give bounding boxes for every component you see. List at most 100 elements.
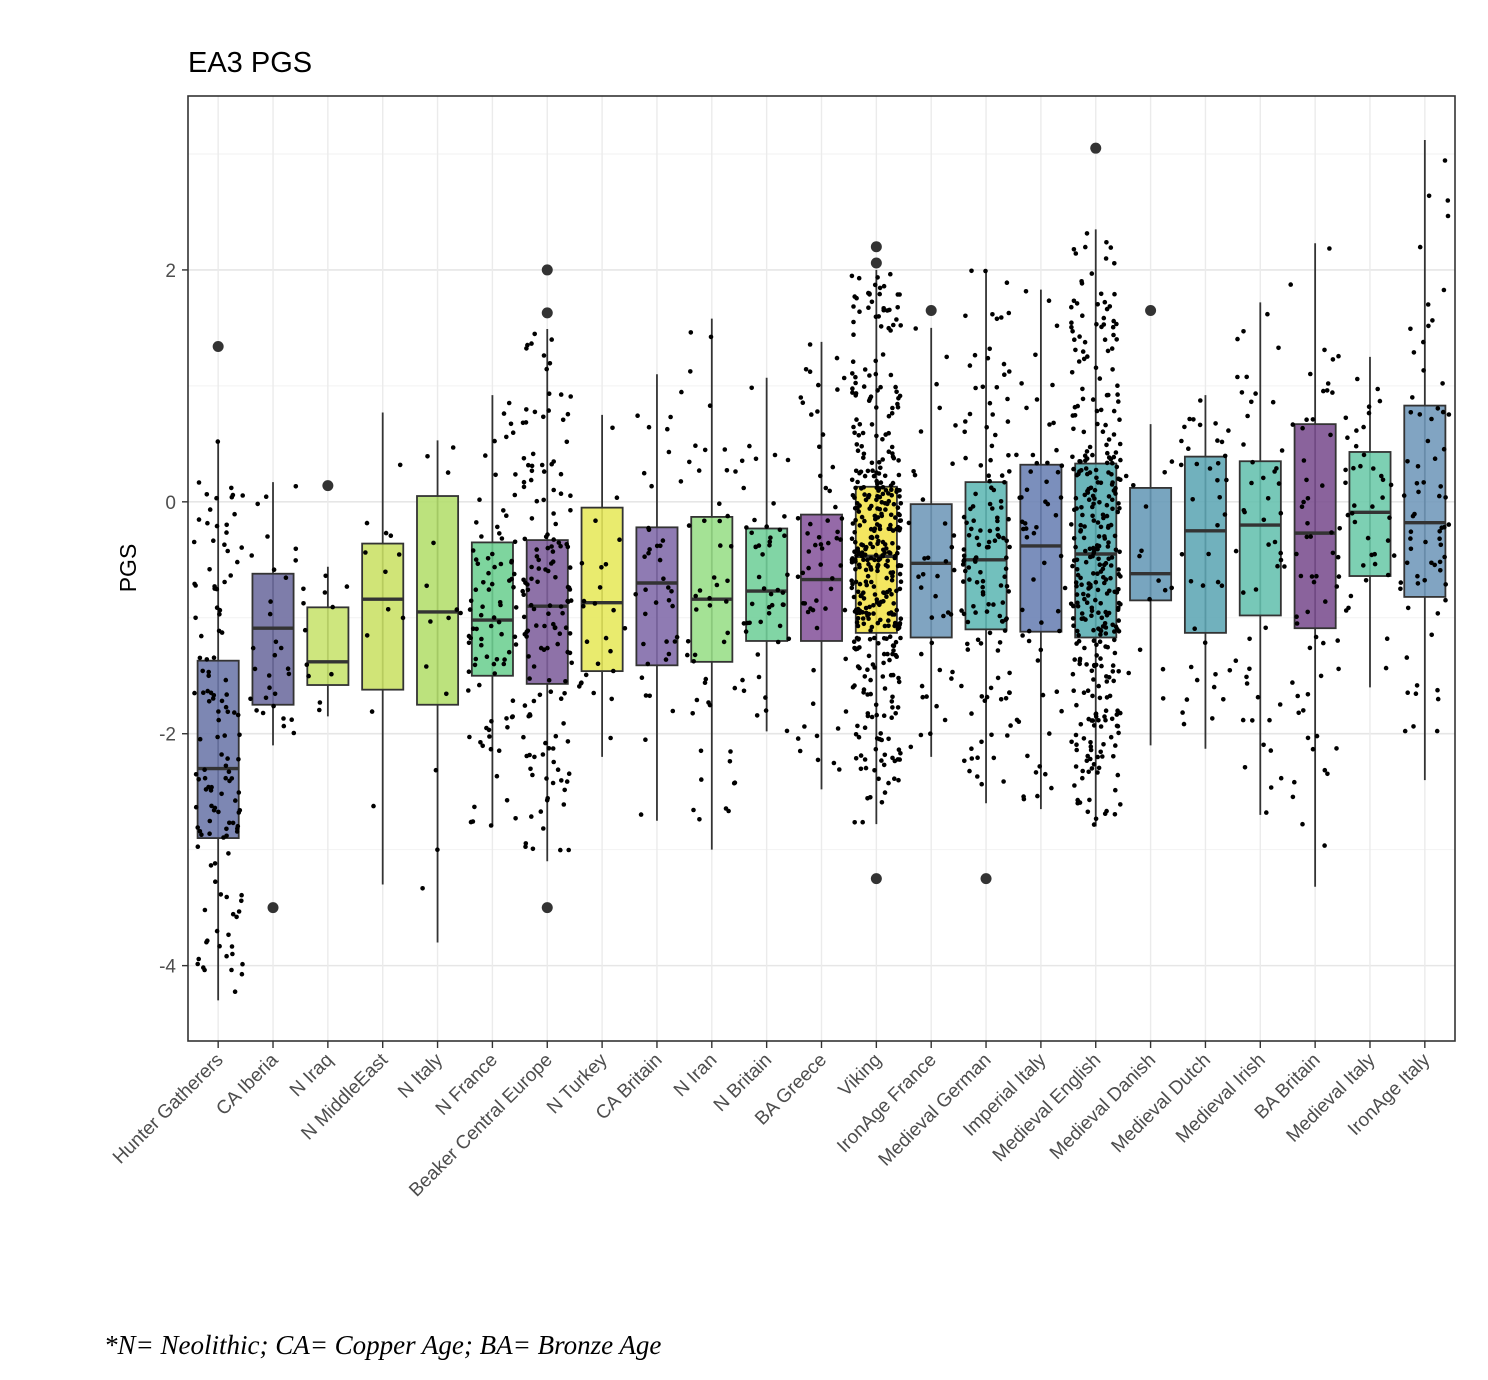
data-point [1276,345,1281,351]
data-point [1421,480,1426,485]
data-point [1323,599,1328,604]
data-point [1194,677,1200,683]
data-point [235,559,240,565]
data-point [859,486,864,491]
data-point [617,537,622,542]
data-point [1353,443,1359,449]
data-point [785,572,790,578]
data-point [890,480,896,486]
data-point [1300,425,1305,431]
data-point [987,400,993,406]
data-point [1111,318,1116,324]
data-point [1109,555,1115,560]
data-point [541,647,547,652]
box-group-n-middleeast [361,412,406,885]
data-point [272,652,278,658]
data-point [524,407,529,412]
data-point [1300,821,1305,827]
data-point [898,323,903,328]
data-point [1408,410,1414,415]
data-point [433,767,439,773]
data-point [528,602,534,608]
data-point [898,518,904,523]
data-point [674,634,680,640]
data-point [871,473,877,479]
outlier-point [322,480,334,492]
data-point [831,760,837,766]
data-point [1215,523,1220,528]
data-point [731,780,737,786]
data-point [489,719,494,724]
data-point [795,516,801,521]
data-point [540,752,546,757]
data-point [195,844,201,849]
data-point [1007,544,1012,550]
data-point [893,711,898,716]
data-point [1069,320,1074,326]
data-point [1096,765,1102,771]
data-point [741,485,746,491]
data-point [1089,668,1095,674]
data-point [512,571,517,577]
data-point [493,472,498,478]
data-point [1179,438,1184,444]
data-point [871,584,877,589]
data-point [849,559,855,565]
data-point [1019,519,1025,525]
data-point [880,352,886,357]
data-point [1084,231,1090,236]
data-point [1266,542,1271,547]
data-point [1206,551,1211,557]
data-point [880,457,885,462]
data-point [741,621,747,626]
data-point [849,536,855,541]
data-point [494,657,500,662]
data-point [543,740,548,746]
data-point [1076,359,1082,364]
data-point [1073,495,1079,501]
data-point [786,636,792,642]
data-point [888,372,894,378]
data-point [1361,452,1367,458]
data-point [816,535,822,540]
data-point [1104,679,1110,684]
data-point [1108,734,1114,740]
box [690,516,734,663]
data-point [942,717,948,723]
data-point [661,576,666,581]
data-point [761,586,767,591]
data-point [775,639,781,645]
data-point [232,511,237,517]
data-point [1116,399,1121,404]
data-point [1097,562,1103,567]
data-point [635,413,640,419]
data-point [755,652,761,657]
data-point [195,825,200,830]
data-point [1114,712,1120,717]
data-point [918,429,924,434]
data-point [1116,618,1121,623]
data-point [488,746,494,752]
data-point [1020,607,1025,613]
box [251,572,295,706]
data-point [1074,567,1080,572]
data-point [591,690,596,696]
data-point [385,607,391,612]
data-point [865,692,870,697]
data-point [1408,536,1413,541]
data-point [1410,513,1416,519]
data-point [226,769,232,774]
data-point [474,520,479,525]
data-point [850,684,856,690]
data-point [866,492,872,498]
data-point [745,620,750,626]
data-point [862,518,867,524]
data-point [1320,483,1325,488]
data-point [881,283,887,289]
data-point [1116,669,1121,674]
data-point [884,575,889,581]
data-point [1112,650,1118,656]
data-point [542,623,547,629]
data-point [898,635,903,641]
data-point [499,536,505,541]
